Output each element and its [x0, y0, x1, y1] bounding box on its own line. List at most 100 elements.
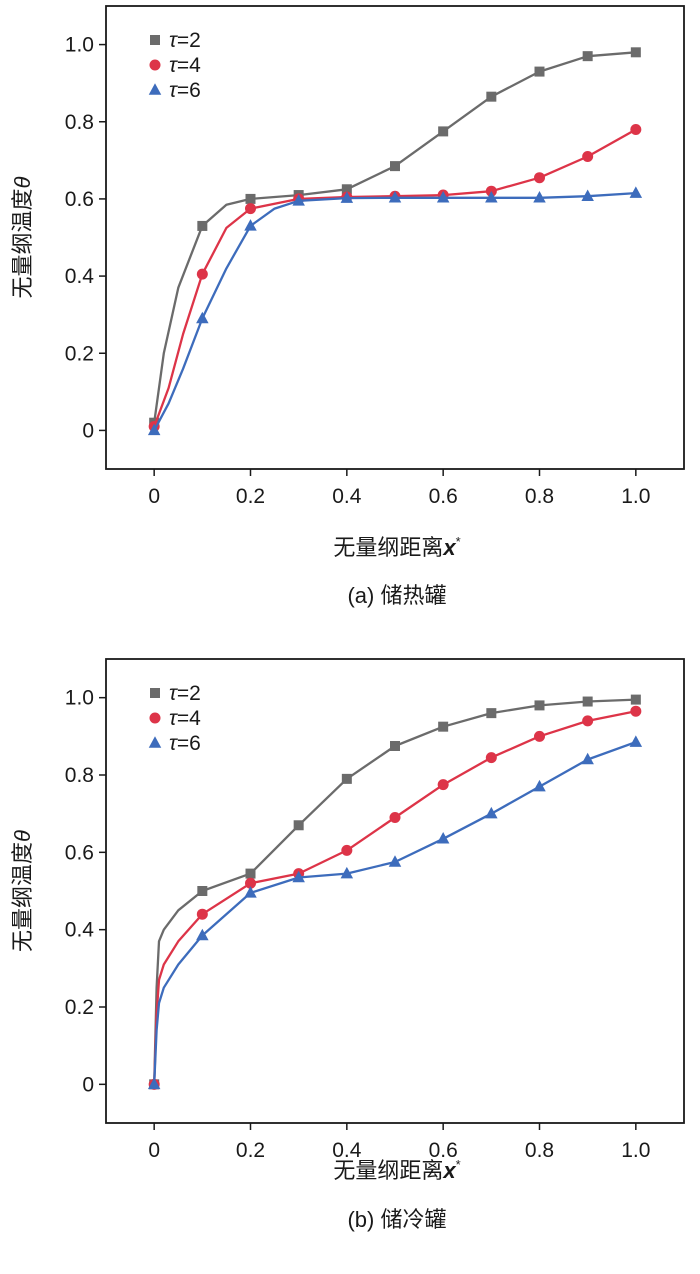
series-2 — [148, 705, 642, 1090]
x-tick-label: 0.8 — [525, 485, 554, 508]
data-point-marker — [292, 194, 305, 206]
data-point-marker — [436, 191, 450, 203]
legend-marker — [150, 688, 160, 698]
legend-marker — [149, 59, 161, 71]
data-point-marker — [293, 820, 304, 831]
data-point-marker — [197, 886, 208, 896]
x-tick-label: 1.0 — [621, 485, 650, 508]
data-point-marker — [534, 730, 545, 742]
data-point-marker — [629, 735, 643, 747]
panel-caption: (a) 储热罐 — [347, 583, 446, 608]
y-axis-title: 无量纲温度θ — [10, 830, 35, 952]
x-axis-title: 无量纲距离x* — [333, 534, 460, 560]
y-tick-label: 0.4 — [65, 265, 95, 288]
y-tick-label: 1.0 — [65, 687, 94, 710]
plot-frame — [105, 658, 685, 1124]
data-point-marker — [388, 855, 402, 867]
series-line — [153, 51, 637, 424]
legend-label: τ=4 — [169, 54, 201, 77]
series-1 — [149, 694, 641, 1090]
y-tick-label: 0.2 — [65, 342, 94, 365]
data-point-marker — [244, 886, 257, 898]
legend-label: τ=2 — [169, 29, 201, 52]
data-point-marker — [582, 696, 593, 707]
data-point-marker — [582, 715, 594, 727]
data-point-marker — [533, 779, 546, 792]
data-point-marker — [581, 189, 594, 201]
y-tick-label: 0.6 — [65, 188, 94, 211]
series-3 — [147, 186, 643, 436]
data-point-marker — [196, 908, 208, 920]
x-tick-label: 0.8 — [525, 1139, 554, 1162]
data-point-marker — [245, 868, 256, 879]
x-tick-label: 0.6 — [429, 485, 458, 508]
y-tick-label: 0.6 — [65, 841, 94, 864]
x-tick-label: 0.6 — [429, 1139, 458, 1162]
legend-marker — [150, 35, 160, 45]
data-point-marker — [390, 161, 400, 172]
data-point-marker — [341, 184, 352, 195]
x-tick-label: 0.2 — [236, 1139, 265, 1162]
data-point-marker — [437, 779, 449, 791]
panel-caption: (b) 储冷罐 — [347, 1207, 446, 1232]
y-tick-label: 0.2 — [65, 996, 94, 1019]
y-tick-label: 0 — [82, 419, 94, 442]
y-tick-label: 1.0 — [65, 34, 94, 57]
data-point-marker — [388, 191, 402, 203]
x-axis-title: 无量纲距离x* — [333, 1157, 460, 1183]
data-point-marker — [244, 219, 257, 231]
data-point-marker — [196, 268, 208, 280]
series-line — [153, 128, 637, 428]
data-point-marker — [534, 66, 545, 77]
legend-label: τ=4 — [169, 707, 201, 730]
x-tick-label: 1.0 — [621, 1139, 650, 1162]
series-line — [153, 740, 637, 1086]
legend: τ=2τ=4τ=6 — [148, 682, 201, 755]
data-point-marker — [485, 806, 498, 819]
x-tick-label: 0.4 — [332, 485, 362, 508]
data-point-marker — [630, 123, 642, 135]
data-point-marker — [245, 193, 256, 204]
plot-frame — [105, 5, 685, 470]
x-tick-label: 0 — [148, 1139, 160, 1162]
data-point-marker — [340, 191, 354, 203]
legend-label: τ=6 — [169, 732, 201, 755]
data-point-marker — [245, 203, 256, 215]
legend: τ=2τ=4τ=6 — [148, 29, 201, 102]
legend-marker — [148, 736, 162, 748]
data-point-marker — [629, 186, 643, 198]
data-point-marker — [486, 91, 497, 102]
y-axis-title: 无量纲温度θ — [10, 176, 35, 298]
legend-label: τ=6 — [169, 79, 201, 102]
data-point-marker — [485, 191, 498, 203]
legend-marker — [149, 712, 161, 724]
data-point-marker — [582, 51, 593, 62]
data-point-marker — [486, 708, 497, 719]
data-point-marker — [196, 311, 209, 324]
y-tick-label: 0.8 — [65, 111, 94, 134]
data-point-marker — [630, 694, 641, 705]
data-point-marker — [292, 870, 305, 883]
data-point-marker — [389, 812, 401, 824]
data-point-marker — [438, 721, 449, 732]
data-point-marker — [630, 705, 642, 717]
data-point-marker — [245, 877, 256, 889]
x-tick-label: 0 — [148, 485, 160, 508]
chart-panel-a: 0 0.2 0.4 0.6 0.8 1.0 0 0.2 0.4 0.6 0.8 1.0 无量纲距离x* 无… — [10, 5, 685, 608]
x-tick-label: 0.2 — [236, 485, 265, 508]
data-point-marker — [147, 423, 161, 436]
data-point-marker — [341, 844, 353, 856]
series-line — [153, 710, 637, 1086]
chart-panel-b: 0 0.2 0.4 0.6 0.8 1.0 0 0.2 0.4 0.6 0.8 1.0 无量纲距离x* 无… — [10, 658, 685, 1232]
data-point-marker — [390, 741, 400, 751]
data-point-marker — [197, 220, 208, 231]
y-tick-label: 0 — [82, 1073, 94, 1096]
data-point-marker — [436, 832, 450, 844]
data-point-marker — [534, 172, 545, 184]
data-point-marker — [485, 752, 497, 764]
data-point-marker — [630, 47, 641, 58]
data-point-marker — [581, 752, 594, 765]
data-point-marker — [147, 1077, 161, 1090]
x-tick-label: 0.4 — [332, 1139, 362, 1162]
data-point-marker — [533, 191, 546, 203]
